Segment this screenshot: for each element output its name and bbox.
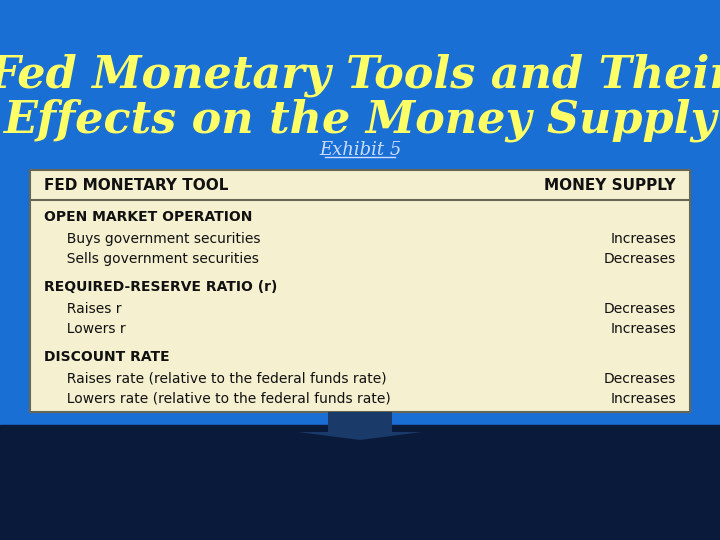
Text: REQUIRED-RESERVE RATIO (r): REQUIRED-RESERVE RATIO (r) [44,280,277,294]
Text: MONEY SUPPLY: MONEY SUPPLY [544,178,676,192]
Text: Buys government securities: Buys government securities [58,232,261,246]
Bar [0,425,720,540]
Text: Effects on the Money Supply: Effects on the Money Supply [4,98,716,141]
Polygon shape [298,412,422,440]
Text: Fed Monetary Tools and Their: Fed Monetary Tools and Their [0,53,720,97]
Text: Exhibit 5: Exhibit 5 [319,141,401,159]
Text: OPEN MARKET OPERATION: OPEN MARKET OPERATION [44,210,253,224]
Text: Lowers rate (relative to the federal funds rate): Lowers rate (relative to the federal fun… [58,392,391,406]
Text: Sells government securities: Sells government securities [58,252,259,266]
Text: Decreases: Decreases [604,302,676,316]
Text: Decreases: Decreases [604,372,676,386]
Text: FED MONETARY TOOL: FED MONETARY TOOL [44,178,228,192]
Text: Increases: Increases [611,392,676,406]
Text: Lowers r: Lowers r [58,322,125,336]
Text: Raises r: Raises r [58,302,122,316]
Text: Decreases: Decreases [604,252,676,266]
Bar [30,170,690,412]
Text: Increases: Increases [611,232,676,246]
Text: Raises rate (relative to the federal funds rate): Raises rate (relative to the federal fun… [58,372,387,386]
Text: DISCOUNT RATE: DISCOUNT RATE [44,350,170,364]
Text: Increases: Increases [611,322,676,336]
